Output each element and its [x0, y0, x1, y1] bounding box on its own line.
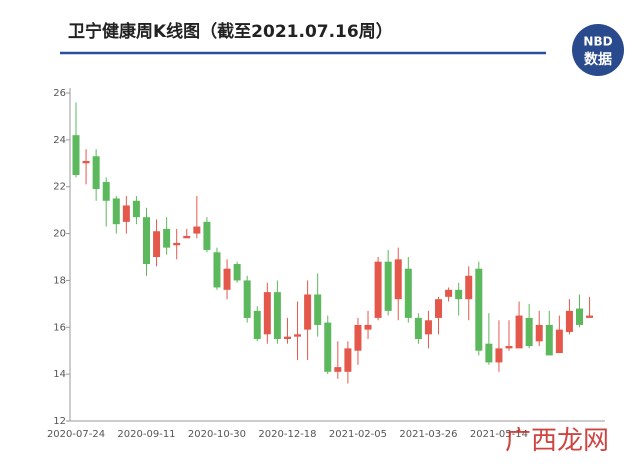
candle-body	[525, 317, 533, 347]
candle-body	[173, 242, 181, 246]
y-tick-label: 22	[53, 182, 66, 193]
candle-body	[203, 221, 211, 250]
candle-body	[273, 292, 281, 339]
candle-body	[304, 294, 312, 330]
candle-body	[132, 200, 140, 218]
candle-body	[344, 348, 352, 372]
candle-body	[445, 289, 453, 297]
candle-body	[364, 324, 372, 330]
candle-body	[263, 292, 271, 335]
candle-body	[545, 324, 553, 356]
x-tick-label: 2020-10-30	[188, 429, 246, 440]
candle-body	[112, 198, 120, 225]
candle-body	[163, 228, 171, 248]
candle-body	[424, 320, 432, 335]
watermark: 广西龙网	[505, 426, 610, 456]
candle-body	[455, 289, 463, 300]
candle-body	[122, 205, 130, 222]
candle-body	[324, 322, 332, 372]
candle-body	[213, 252, 221, 288]
candle-body	[243, 280, 251, 318]
candle-body	[414, 317, 422, 339]
y-tick-label: 18	[53, 275, 66, 286]
candle-body	[334, 367, 342, 372]
candle-body	[142, 217, 150, 265]
logo-text: 数据	[584, 51, 612, 68]
candle-body	[92, 156, 100, 190]
x-tick-label: 2021-02-05	[329, 429, 387, 440]
candle-body	[515, 315, 523, 349]
candle-body	[82, 160, 90, 164]
x-tick-label: 2020-07-24	[47, 429, 105, 440]
candle-body	[223, 268, 231, 290]
y-tick-label: 14	[53, 369, 66, 380]
candle-body	[535, 324, 543, 342]
candle-body	[354, 324, 362, 351]
candle-body	[193, 226, 201, 234]
candle-body	[183, 235, 191, 239]
candle-body	[72, 135, 80, 175]
candle-body	[374, 261, 382, 318]
x-tick-label: 2021-05-14	[470, 429, 528, 440]
candle-body	[576, 308, 583, 325]
candle-body	[586, 315, 594, 318]
y-tick-label: 12	[53, 416, 66, 427]
x-tick-label: 2020-09-11	[117, 429, 175, 440]
candle-body	[555, 329, 563, 354]
logo	[572, 24, 624, 76]
candle-body	[153, 231, 161, 257]
candle-body	[475, 268, 483, 351]
candle-body	[485, 343, 493, 363]
y-tick-label: 20	[53, 229, 66, 240]
candle-body	[253, 310, 261, 339]
candle-body	[404, 268, 412, 318]
candle-body	[233, 264, 241, 281]
y-tick-label: 26	[53, 88, 66, 99]
candle-body	[384, 261, 392, 311]
candle-body	[505, 346, 513, 349]
x-tick-label: 2021-03-26	[399, 429, 457, 440]
y-tick-label: 16	[53, 322, 66, 333]
chart-title: 卫宁健康周K线图（截至2021.07.16周）	[68, 21, 393, 42]
candle-body	[283, 336, 291, 339]
candle-body	[394, 259, 402, 300]
candle-body	[314, 294, 322, 325]
candle-body	[102, 182, 110, 201]
candle-body	[294, 334, 302, 337]
candle-body	[465, 275, 473, 300]
x-tick-label: 2020-12-18	[258, 429, 316, 440]
y-tick-label: 24	[53, 135, 66, 146]
candle-body	[495, 348, 503, 363]
candle-body	[565, 310, 573, 332]
logo-text: NBD	[583, 35, 612, 49]
candle-body	[435, 299, 443, 318]
